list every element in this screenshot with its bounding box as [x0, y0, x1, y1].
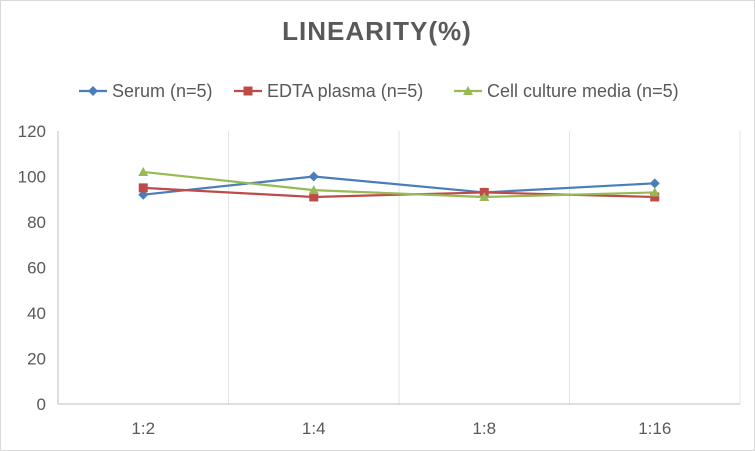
- y-tick-label: 20: [27, 350, 46, 369]
- y-tick-label: 100: [18, 168, 46, 187]
- series-layer: [138, 166, 660, 202]
- data-point: [649, 178, 660, 189]
- legend-label: EDTA plasma (n=5): [267, 81, 423, 101]
- data-point: [308, 171, 319, 182]
- legend-item: Serum (n=5): [79, 81, 213, 101]
- x-tick-label: 1:2: [131, 419, 155, 438]
- legend-item: Cell culture media (n=5): [454, 81, 679, 101]
- data-point: [309, 192, 319, 202]
- data-point: [479, 191, 490, 201]
- x-tick-label: 1:4: [302, 419, 326, 438]
- legend-marker: [463, 86, 473, 95]
- legend-label: Serum (n=5): [112, 81, 213, 101]
- legend-marker: [88, 86, 98, 96]
- y-axis-tick-labels: 0 20 40 60 80 100 120: [18, 122, 46, 414]
- series-line: [143, 170, 655, 199]
- axes: [57, 131, 740, 405]
- y-tick-label: 0: [37, 395, 46, 414]
- legend-item: EDTA plasma (n=5): [234, 81, 423, 101]
- data-point: [138, 166, 149, 176]
- series-3: [138, 166, 660, 201]
- legend-marker: [243, 86, 253, 96]
- data-point: [649, 187, 660, 197]
- y-tick-label: 80: [27, 213, 46, 232]
- x-axis-tick-labels: 1:2 1:4 1:8 1:16: [131, 419, 671, 438]
- y-tick-label: 60: [27, 259, 46, 278]
- data-point: [650, 192, 660, 202]
- x-tick-label: 1:8: [472, 419, 496, 438]
- data-point: [138, 183, 148, 193]
- y-tick-label: 40: [27, 304, 46, 323]
- x-tick-label: 1:16: [638, 419, 671, 438]
- series-line: [143, 175, 655, 196]
- data-point: [308, 185, 319, 195]
- chart-title: LINEARITY(%): [282, 16, 472, 46]
- gridlines: [228, 131, 741, 404]
- legend: Serum (n=5) EDTA plasma (n=5) Cell culture…: [79, 81, 679, 101]
- legend-label: Cell culture media (n=5): [487, 81, 679, 101]
- y-tick-label: 120: [18, 122, 46, 141]
